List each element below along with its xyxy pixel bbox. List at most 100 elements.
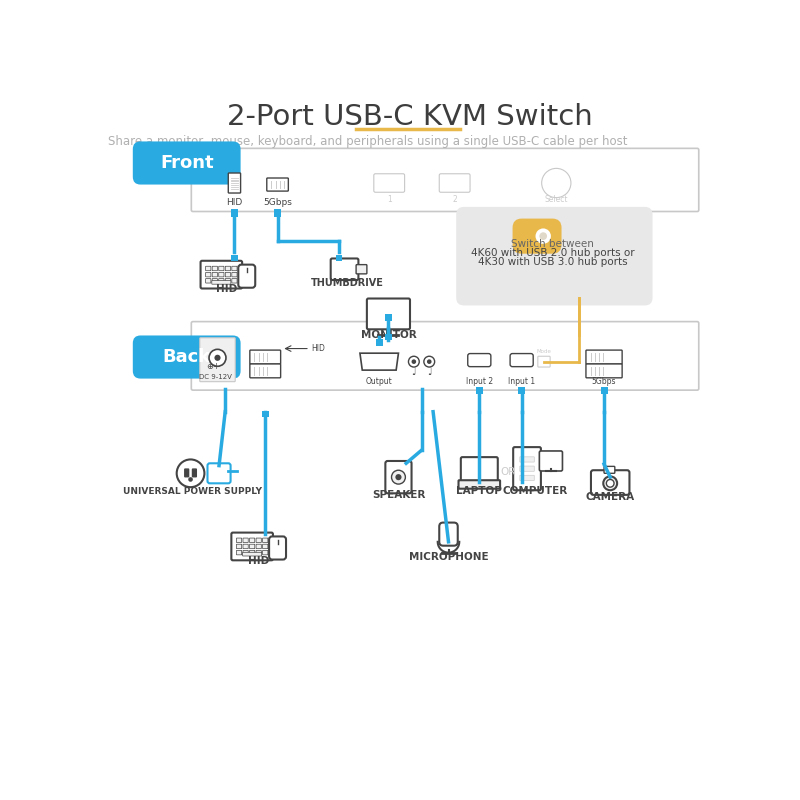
FancyBboxPatch shape bbox=[513, 447, 541, 490]
FancyBboxPatch shape bbox=[226, 278, 230, 283]
FancyBboxPatch shape bbox=[336, 254, 342, 261]
FancyBboxPatch shape bbox=[386, 461, 411, 494]
Text: Mode: Mode bbox=[537, 349, 551, 354]
FancyBboxPatch shape bbox=[231, 533, 273, 560]
Text: ♩: ♩ bbox=[427, 366, 431, 377]
Text: 1: 1 bbox=[387, 195, 391, 204]
Text: 4K60 with USB 2.0 hub ports or: 4K60 with USB 2.0 hub ports or bbox=[470, 248, 634, 258]
FancyBboxPatch shape bbox=[232, 278, 237, 283]
FancyBboxPatch shape bbox=[274, 209, 281, 217]
FancyBboxPatch shape bbox=[242, 552, 262, 556]
Text: 5Gbps: 5Gbps bbox=[263, 198, 292, 206]
FancyBboxPatch shape bbox=[237, 538, 242, 542]
FancyBboxPatch shape bbox=[218, 273, 224, 277]
FancyBboxPatch shape bbox=[232, 266, 237, 270]
FancyBboxPatch shape bbox=[200, 338, 235, 382]
FancyBboxPatch shape bbox=[133, 335, 241, 378]
Circle shape bbox=[603, 476, 617, 490]
Circle shape bbox=[209, 350, 226, 366]
Circle shape bbox=[214, 354, 221, 361]
Text: Back: Back bbox=[162, 348, 211, 366]
Text: ⊕+: ⊕+ bbox=[206, 362, 220, 371]
FancyBboxPatch shape bbox=[591, 470, 630, 495]
Text: 2: 2 bbox=[452, 195, 457, 204]
Text: DC 9-12V: DC 9-12V bbox=[198, 374, 232, 379]
Text: 4K30 with USB 3.0 hub ports: 4K30 with USB 3.0 hub ports bbox=[478, 258, 627, 267]
Text: LAPTOP: LAPTOP bbox=[456, 486, 502, 496]
Text: Switch between: Switch between bbox=[511, 239, 594, 249]
FancyBboxPatch shape bbox=[238, 265, 255, 288]
Text: Input 2: Input 2 bbox=[466, 377, 493, 386]
FancyBboxPatch shape bbox=[250, 544, 254, 549]
Text: Front: Front bbox=[160, 154, 214, 172]
Text: HID: HID bbox=[226, 198, 242, 206]
FancyBboxPatch shape bbox=[439, 174, 470, 192]
Text: 2-Port USB-C KVM Switch: 2-Port USB-C KVM Switch bbox=[227, 102, 593, 130]
Text: HID: HID bbox=[249, 556, 270, 566]
FancyBboxPatch shape bbox=[538, 356, 550, 367]
FancyBboxPatch shape bbox=[250, 350, 281, 364]
FancyBboxPatch shape bbox=[458, 480, 500, 489]
FancyBboxPatch shape bbox=[232, 273, 237, 277]
Circle shape bbox=[395, 474, 402, 480]
FancyBboxPatch shape bbox=[604, 466, 615, 474]
FancyBboxPatch shape bbox=[586, 364, 622, 378]
FancyBboxPatch shape bbox=[439, 522, 458, 546]
FancyBboxPatch shape bbox=[212, 273, 218, 277]
FancyBboxPatch shape bbox=[330, 258, 358, 280]
Circle shape bbox=[411, 359, 416, 364]
FancyBboxPatch shape bbox=[226, 273, 230, 277]
FancyBboxPatch shape bbox=[468, 354, 491, 366]
FancyBboxPatch shape bbox=[520, 475, 534, 481]
Text: CAMERA: CAMERA bbox=[586, 492, 634, 502]
FancyBboxPatch shape bbox=[256, 550, 262, 555]
FancyBboxPatch shape bbox=[228, 173, 241, 193]
FancyBboxPatch shape bbox=[218, 278, 224, 283]
Text: MICROPHONE: MICROPHONE bbox=[409, 552, 488, 562]
Text: COMPUTER: COMPUTER bbox=[503, 486, 568, 496]
FancyBboxPatch shape bbox=[367, 298, 410, 330]
FancyBboxPatch shape bbox=[266, 178, 288, 191]
Text: Input 1: Input 1 bbox=[508, 377, 535, 386]
FancyBboxPatch shape bbox=[456, 207, 653, 306]
Text: ♩: ♩ bbox=[411, 366, 416, 377]
FancyBboxPatch shape bbox=[212, 266, 218, 270]
FancyBboxPatch shape bbox=[237, 550, 242, 555]
FancyBboxPatch shape bbox=[243, 550, 248, 555]
Text: THUMBDRIVE: THUMBDRIVE bbox=[310, 278, 383, 288]
FancyBboxPatch shape bbox=[250, 538, 254, 542]
Circle shape bbox=[606, 479, 614, 487]
Circle shape bbox=[535, 229, 551, 244]
FancyBboxPatch shape bbox=[376, 339, 382, 346]
FancyBboxPatch shape bbox=[231, 254, 238, 261]
FancyBboxPatch shape bbox=[231, 209, 238, 217]
Circle shape bbox=[177, 459, 205, 487]
Text: SPEAKER: SPEAKER bbox=[372, 490, 425, 500]
FancyBboxPatch shape bbox=[356, 265, 367, 274]
FancyBboxPatch shape bbox=[212, 278, 218, 283]
Circle shape bbox=[188, 477, 193, 482]
FancyBboxPatch shape bbox=[520, 466, 534, 471]
Text: 5Gbps: 5Gbps bbox=[592, 377, 616, 386]
Text: MONITOR: MONITOR bbox=[361, 330, 416, 340]
FancyBboxPatch shape bbox=[193, 469, 196, 477]
FancyBboxPatch shape bbox=[269, 537, 286, 559]
FancyBboxPatch shape bbox=[191, 322, 698, 390]
FancyBboxPatch shape bbox=[510, 354, 534, 366]
FancyBboxPatch shape bbox=[262, 538, 268, 542]
FancyBboxPatch shape bbox=[520, 457, 534, 462]
Text: Output: Output bbox=[366, 377, 393, 386]
FancyBboxPatch shape bbox=[206, 273, 211, 277]
FancyBboxPatch shape bbox=[374, 174, 405, 192]
Text: UNIVERSAL POWER SUPPLY: UNIVERSAL POWER SUPPLY bbox=[123, 487, 262, 496]
FancyBboxPatch shape bbox=[206, 266, 211, 270]
FancyBboxPatch shape bbox=[218, 266, 224, 270]
FancyBboxPatch shape bbox=[256, 538, 262, 542]
Circle shape bbox=[409, 356, 419, 367]
FancyBboxPatch shape bbox=[226, 266, 230, 270]
Circle shape bbox=[391, 470, 406, 484]
FancyBboxPatch shape bbox=[586, 350, 622, 364]
FancyBboxPatch shape bbox=[385, 334, 392, 341]
FancyBboxPatch shape bbox=[518, 387, 525, 394]
FancyBboxPatch shape bbox=[385, 314, 392, 322]
